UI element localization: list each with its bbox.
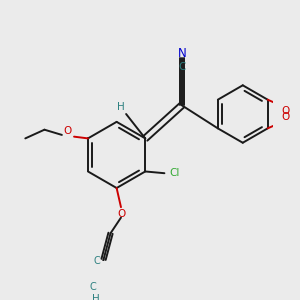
Text: O: O (63, 126, 71, 136)
Text: H: H (117, 102, 125, 112)
Text: O: O (118, 209, 126, 219)
Text: C: C (93, 256, 100, 266)
Text: C: C (90, 282, 97, 292)
Text: O: O (282, 106, 290, 116)
Text: C: C (178, 62, 185, 72)
Text: O: O (282, 112, 290, 122)
Text: Cl: Cl (170, 168, 180, 178)
Text: H: H (92, 294, 100, 300)
Text: N: N (177, 47, 186, 61)
